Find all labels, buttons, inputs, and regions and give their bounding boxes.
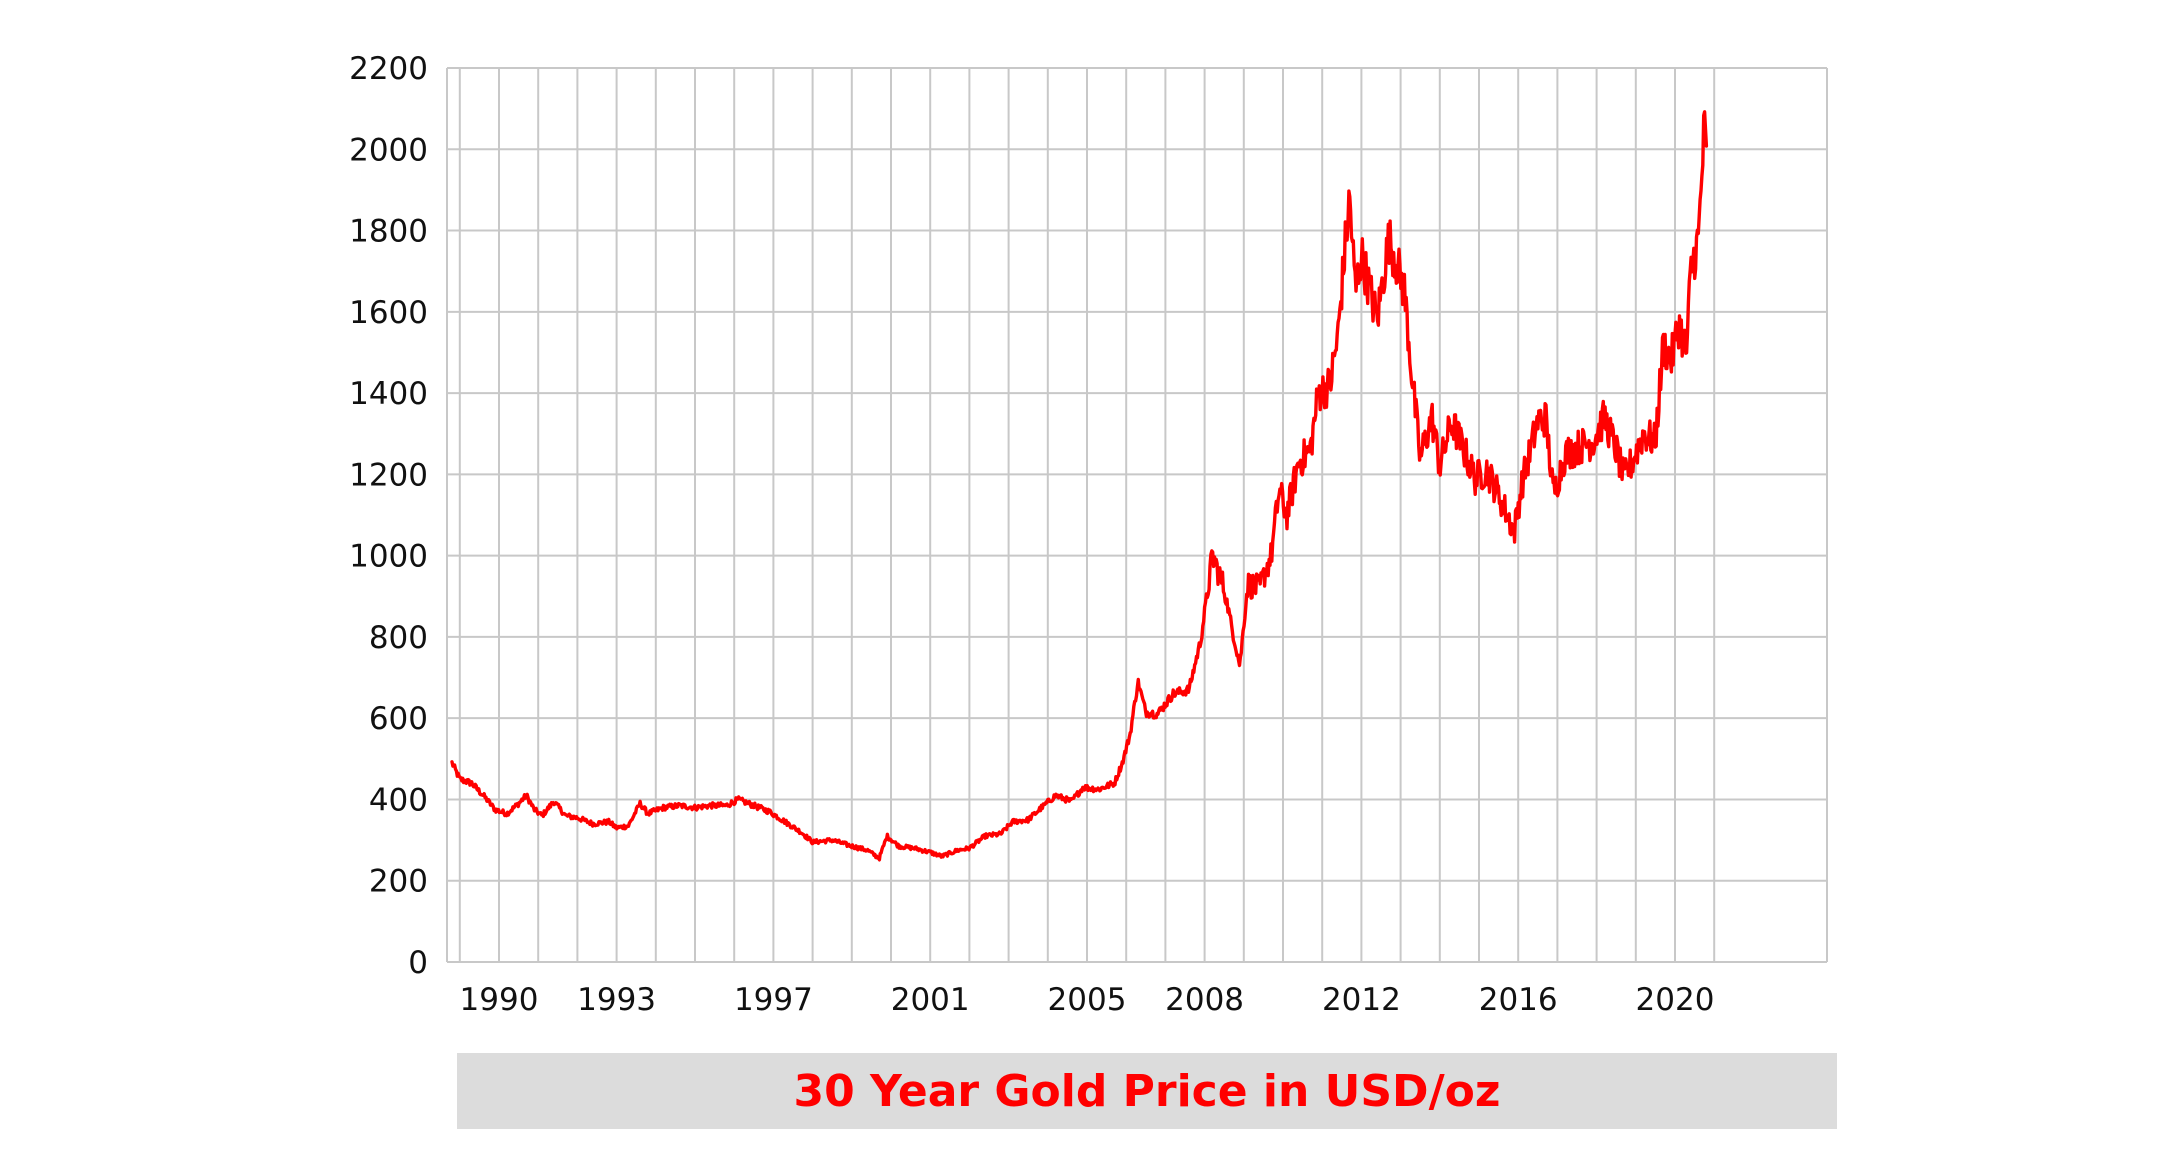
y-axis-tick-labels: 0 200 400 600 800 1000 1200 1400 1600 1800 2000 220… [349,51,428,981]
x-tick-label: 1993 [577,982,656,1018]
grid-lines [446,67,1828,963]
y-tick-label: 400 [369,782,428,818]
gold-price-series-line [450,110,1709,862]
y-tick-label: 2000 [349,132,428,168]
x-tick-label: 2012 [1322,982,1401,1018]
y-tick-label: 1600 [349,295,428,331]
y-tick-label: 1000 [349,539,428,575]
x-tick-label: 2001 [891,982,970,1018]
y-tick-label: 200 [369,864,428,900]
chart-caption: 30 Year Gold Price in USD/oz [793,1065,1501,1117]
y-tick-label: 600 [369,701,428,737]
y-tick-label: 800 [369,620,428,656]
x-tick-label: 2016 [1479,982,1558,1018]
x-tick-label: 1990 [460,982,539,1018]
series-layer [450,110,1709,862]
y-tick-label: 1800 [349,214,428,250]
x-tick-label: 2020 [1636,982,1715,1018]
x-tick-label: 2005 [1048,982,1127,1018]
y-tick-label: 1400 [349,376,428,412]
y-tick-label: 1200 [349,457,428,493]
x-tick-label: 2008 [1165,982,1244,1018]
y-tick-label: 0 [408,945,428,981]
x-axis-tick-labels: 1990 1993 1997 2001 2005 2008 2012 2016 2020 [460,982,1715,1018]
caption-bar: 30 Year Gold Price in USD/oz [457,1053,1837,1129]
y-tick-label: 2200 [349,51,428,87]
x-tick-label: 1997 [734,982,813,1018]
